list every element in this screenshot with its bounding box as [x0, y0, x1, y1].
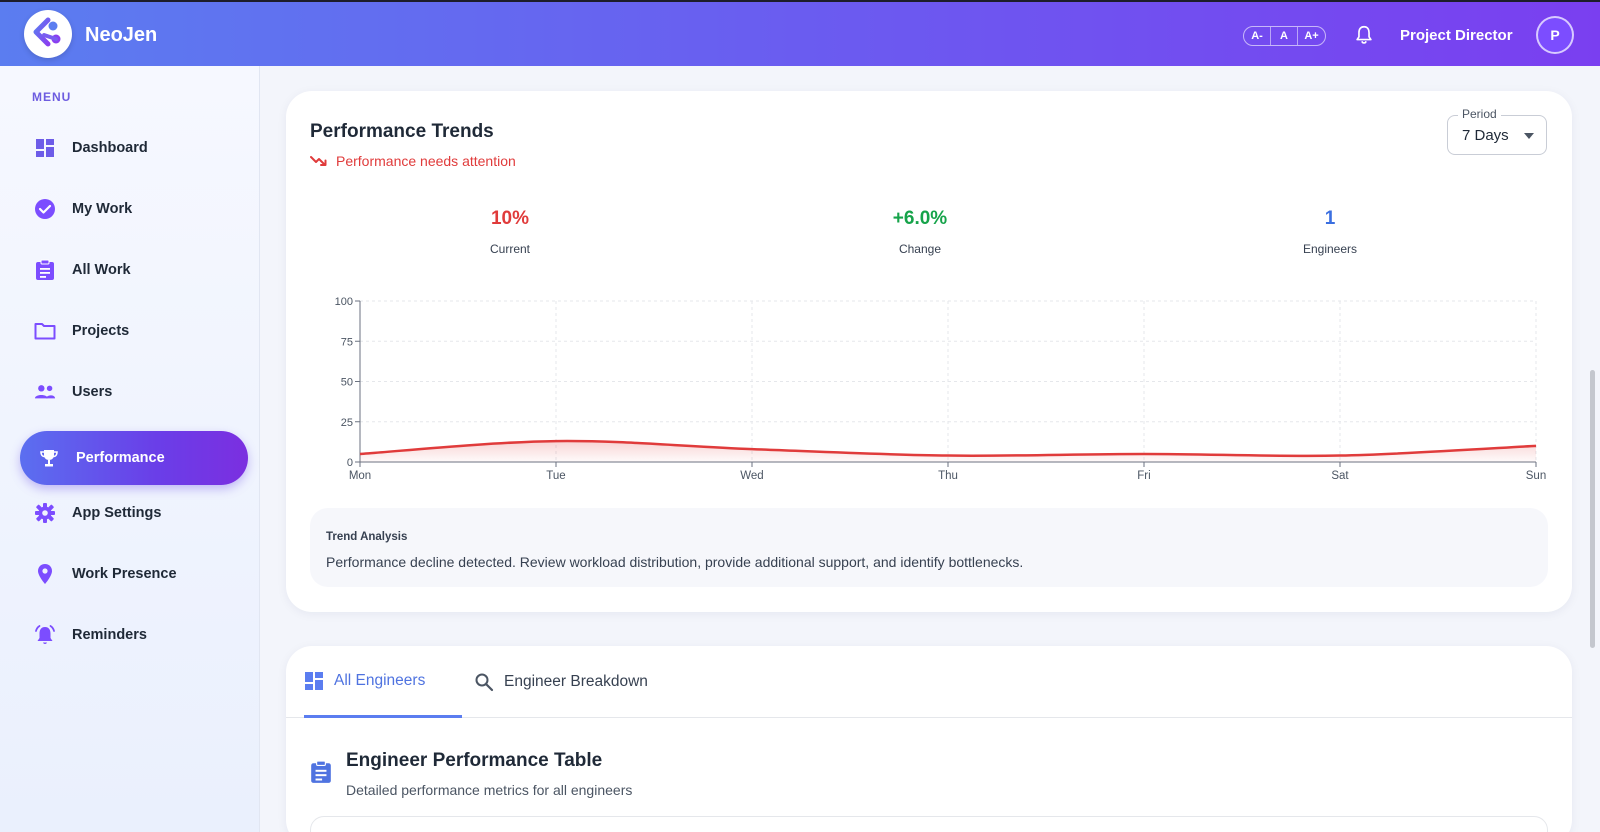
performance-trends-card: Performance Trends Performance needs att… [286, 91, 1572, 612]
sidebar-item-label: Work Presence [72, 566, 177, 582]
analysis-text: Performance decline detected. Review wor… [326, 554, 1024, 570]
period-select[interactable]: Period 7 Days [1447, 107, 1547, 155]
y-tick-label: 75 [341, 336, 353, 348]
clipboard-icon [34, 259, 56, 281]
stat-value: 10% [490, 208, 530, 229]
stat-current: 10% Current [410, 208, 610, 256]
sidebar-item-label: Performance [76, 450, 165, 466]
sidebar-item-my-work[interactable]: My Work [20, 182, 248, 236]
app-logo[interactable] [24, 10, 72, 58]
stat-label: Engineers [1302, 242, 1358, 256]
sidebar-item-projects[interactable]: Projects [20, 304, 248, 358]
x-tick-label: Sun [1526, 470, 1546, 482]
sidebar-item-label: Dashboard [72, 140, 148, 156]
sidebar-item-app-settings[interactable]: App Settings [20, 486, 248, 540]
sidebar: MENU Dashboard My Work All Work Projects… [0, 66, 260, 832]
sidebar-item-label: Reminders [72, 627, 147, 643]
stat-label: Change [898, 242, 942, 256]
tab-engineer-breakdown[interactable]: Engineer Breakdown [462, 646, 648, 718]
font-decrease-button[interactable]: A- [1244, 27, 1271, 45]
user-role[interactable]: Project Director [1400, 27, 1513, 44]
search-icon [475, 673, 494, 692]
stat-value: 1 [1324, 208, 1336, 229]
notification-bell-icon[interactable] [1353, 24, 1375, 46]
y-tick-label: 50 [341, 377, 353, 389]
sidebar-item-label: App Settings [72, 505, 162, 521]
y-tick-label: 100 [335, 296, 353, 308]
clipboard-icon [310, 760, 334, 784]
font-reset-button[interactable]: A [1271, 27, 1298, 45]
folder-icon [34, 320, 56, 342]
sidebar-item-label: My Work [72, 201, 133, 217]
brand-name: NeoJen [85, 24, 158, 46]
font-increase-button[interactable]: A+ [1304, 30, 1319, 42]
chevron-down-icon [1524, 133, 1534, 139]
trending-down-icon [310, 156, 327, 166]
menu-title: MENU [32, 90, 72, 104]
grid-icon [305, 671, 323, 690]
tab-all-engineers[interactable]: All Engineers [304, 646, 462, 718]
sidebar-item-work-presence[interactable]: Work Presence [20, 547, 248, 601]
series-area [360, 441, 1536, 462]
x-tick-label: Sat [1331, 470, 1349, 482]
tab-label: All Engineers [334, 671, 426, 689]
stat-value: +6.0% [892, 208, 948, 229]
font-size-controls: A- A A+ [1243, 26, 1326, 46]
table-container [310, 816, 1548, 832]
tab-label: Engineer Breakdown [504, 673, 648, 690]
dashboard-icon [34, 137, 56, 159]
engineer-table-card: All Engineers Engineer Breakdown Enginee… [286, 646, 1572, 832]
page-scrollbar[interactable] [1590, 370, 1595, 648]
sidebar-item-all-work[interactable]: All Work [20, 243, 248, 297]
check-circle-icon [34, 198, 56, 220]
location-pin-icon [34, 563, 56, 585]
sidebar-item-performance[interactable]: Performance [20, 431, 248, 485]
analysis-title: Trend Analysis [326, 531, 408, 543]
y-tick-label: 0 [347, 457, 353, 469]
alarm-icon [34, 624, 56, 646]
sidebar-item-dashboard[interactable]: Dashboard [20, 121, 248, 175]
sidebar-item-label: Projects [72, 323, 130, 339]
logo-icon [33, 17, 61, 47]
sidebar-item-label: All Work [72, 262, 131, 278]
status-text: Performance needs attention [336, 153, 516, 169]
status-message: Performance needs attention [310, 153, 516, 169]
performance-trend-chart: 0 25 50 75 100 Mon Tue Wed Thu Fri Sat Sun [335, 296, 1547, 482]
avatar[interactable]: P [1536, 16, 1574, 54]
trend-analysis-box: Trend Analysis Performance decline detec… [310, 508, 1548, 587]
table-title: Engineer Performance Table [346, 750, 603, 771]
stat-engineers: 1 Engineers [1230, 208, 1430, 256]
x-tick-label: Wed [740, 470, 763, 482]
period-value: 7 Days [1462, 127, 1509, 144]
x-tick-label: Fri [1137, 470, 1150, 482]
gear-icon [34, 502, 56, 524]
table-subtitle: Detailed performance metrics for all eng… [346, 782, 633, 798]
users-icon [34, 381, 56, 403]
sidebar-item-reminders[interactable]: Reminders [20, 608, 248, 662]
top-header: NeoJen A- A A+ Project Director P [0, 0, 1600, 66]
period-label: Period [1458, 107, 1501, 121]
sidebar-item-users[interactable]: Users [20, 365, 248, 419]
stat-change: +6.0% Change [820, 208, 1020, 256]
card-title: Performance Trends [310, 121, 494, 142]
x-tick-label: Tue [546, 470, 565, 482]
sidebar-item-label: Users [72, 384, 113, 400]
trophy-icon [38, 447, 60, 469]
tab-bar: All Engineers Engineer Breakdown [286, 646, 1572, 718]
x-tick-label: Mon [349, 470, 371, 482]
x-tick-label: Thu [938, 470, 958, 482]
stat-label: Current [489, 242, 530, 256]
y-tick-label: 25 [341, 417, 353, 429]
